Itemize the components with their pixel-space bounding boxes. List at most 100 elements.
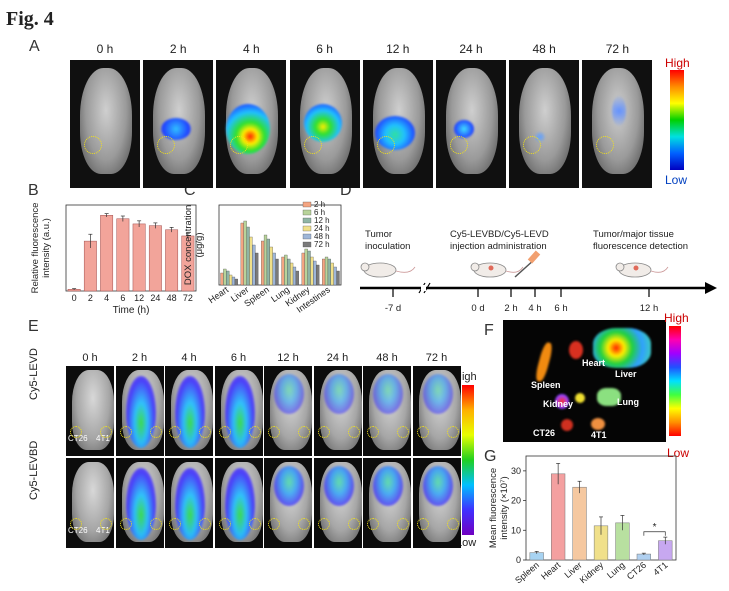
tumor-ring-left [70, 518, 82, 530]
chart-c-bar [272, 252, 276, 286]
figure-title: Fig. 4 [6, 8, 54, 30]
panel-c-chart: 2 h6 h12 h24 h48 h72 hHeartLiverSpleenLu… [183, 200, 342, 315]
chart-g-xtick: CT26 [625, 560, 648, 582]
chart-g-bar [572, 486, 587, 561]
chart-b-ylabel-line2: intensity (a.u.) [41, 218, 52, 278]
fluorescence-signal [175, 376, 205, 448]
tumor-ring-right [149, 426, 162, 438]
chart-c-bar [263, 234, 268, 286]
tumor-ring-left [268, 518, 280, 530]
fluorescence-signal [175, 468, 205, 540]
panel-a-mouse-image [582, 60, 653, 188]
tumor-ring [303, 136, 322, 154]
tumor-ring-right [248, 518, 261, 530]
panel-f-scale-low: Low [667, 446, 690, 460]
chart-c-bar [220, 272, 224, 286]
panel-e-levd-image [363, 366, 411, 456]
organ-lung-small [575, 393, 585, 403]
timeline-tick-label: 12 h [640, 303, 659, 314]
organ-kidney [555, 394, 569, 409]
panel-a-mouse-image [289, 60, 360, 188]
tumor-ring-left [367, 518, 379, 530]
chart-b-bar [148, 225, 162, 292]
fluorescence-signal [303, 104, 342, 142]
panel-e-timepoint-label: 6 h [230, 352, 247, 364]
tumor-ring [230, 136, 249, 154]
fluorescence-signal [125, 468, 156, 540]
tumor-ring-left [367, 426, 379, 438]
timeline-step3-line2: fluorescence detection [593, 241, 688, 252]
chart-b-xtick: 12 [134, 293, 144, 303]
organ-spleen [533, 341, 555, 383]
chart-c-bar [281, 256, 285, 286]
tumor-ring-right [248, 426, 261, 438]
tumor-label-4t1: 4T1 [96, 526, 110, 535]
chart-c-bar [304, 248, 308, 286]
panel-a-timepoint-label: 24 h [459, 42, 483, 56]
timeline-step1-line2: inoculation [365, 241, 410, 252]
fluorescence-signal [422, 466, 453, 506]
timeline-step1-line1: Tumor [365, 229, 392, 240]
panel-label-f: F [484, 322, 494, 339]
chart-g-ytick: 30 [511, 466, 521, 476]
chart-c-legend-swatch [302, 233, 312, 240]
chart-b-bar [83, 240, 97, 292]
organ-heart [569, 341, 583, 359]
chart-c-bar [226, 270, 230, 286]
panel-f-scale-high: High [664, 311, 689, 325]
tumor-ring-left [169, 426, 181, 438]
chart-c-bar [231, 276, 236, 286]
tumor-ring-right [100, 426, 112, 438]
panel-a-scale-high: High [665, 56, 690, 70]
fluorescence-signal [422, 374, 453, 414]
chart-b-xtick: 6 [120, 293, 125, 303]
panel-e-row1-label: Cy5-LEVD [28, 348, 40, 400]
chart-c-legend-label: 24 h [314, 224, 330, 233]
panel-e-levbd-image: CT26 4T1 [66, 458, 114, 548]
tumor-ring-right [397, 518, 409, 530]
chart-g-xtick: 4T1 [651, 560, 669, 578]
chart-g-significance-bracket [643, 531, 666, 536]
chart-c-bar [223, 268, 227, 286]
panel-e-timepoint-label: 72 h [425, 352, 448, 364]
chart-c-bar [287, 258, 291, 286]
mouse-illustration-2 [470, 262, 524, 278]
panel-e-levbd-image [165, 458, 213, 548]
chart-g-ylabel-line1: Mean fluorescence [488, 468, 499, 548]
tumor-ring-left [218, 426, 231, 438]
organ-label-kidney: Kidney [543, 399, 574, 409]
chart-b-xtick: 0 [72, 293, 77, 303]
chart-b-bar [165, 229, 179, 292]
mouse-silhouette [446, 68, 498, 174]
panel-a-timepoint-label: 48 h [532, 42, 556, 56]
panel-e-timepoint-label: 2 h [131, 352, 148, 364]
tumor-ring [596, 136, 615, 154]
organ-4t1 [591, 418, 605, 430]
tumor-ring [376, 136, 395, 154]
chart-g-ytick: 10 [511, 525, 521, 535]
chart-c-legend-label: 2 h [314, 200, 325, 209]
chart-c-bar [240, 222, 244, 286]
tumor-ring-left [317, 518, 330, 530]
tumor-ring [523, 136, 542, 154]
tumor-ring-left [416, 518, 429, 530]
tumor-ring-right [100, 518, 112, 530]
timeline-step2-line2: injection administration [450, 241, 547, 252]
panel-d-timeline: Tumor inoculation Cy5-LEVBD/Cy5-LEVD inj… [360, 229, 717, 314]
panel-e-row2-label: Cy5-LEVBD [28, 440, 40, 500]
tumor-label-ct26: CT26 [68, 526, 88, 535]
chart-b-xtick: 2 [88, 293, 93, 303]
fluorescence-signal [323, 466, 354, 506]
chart-c-bar [327, 258, 331, 286]
mouse-illustration-3 [615, 262, 669, 278]
timeline-tick-label: -7 d [385, 303, 401, 314]
organ-liver [593, 328, 651, 368]
panel-a-timepoint-label: 6 h [316, 42, 333, 56]
chart-c-bar [307, 250, 311, 286]
tumor-ring-right [199, 518, 211, 530]
panel-label-g: G [484, 448, 497, 465]
panel-a-timepoint-label: 4 h [243, 42, 260, 56]
timeline-break-mark [418, 282, 431, 294]
tumor-ring-right [446, 518, 459, 530]
tumor-ring-right [298, 518, 310, 530]
